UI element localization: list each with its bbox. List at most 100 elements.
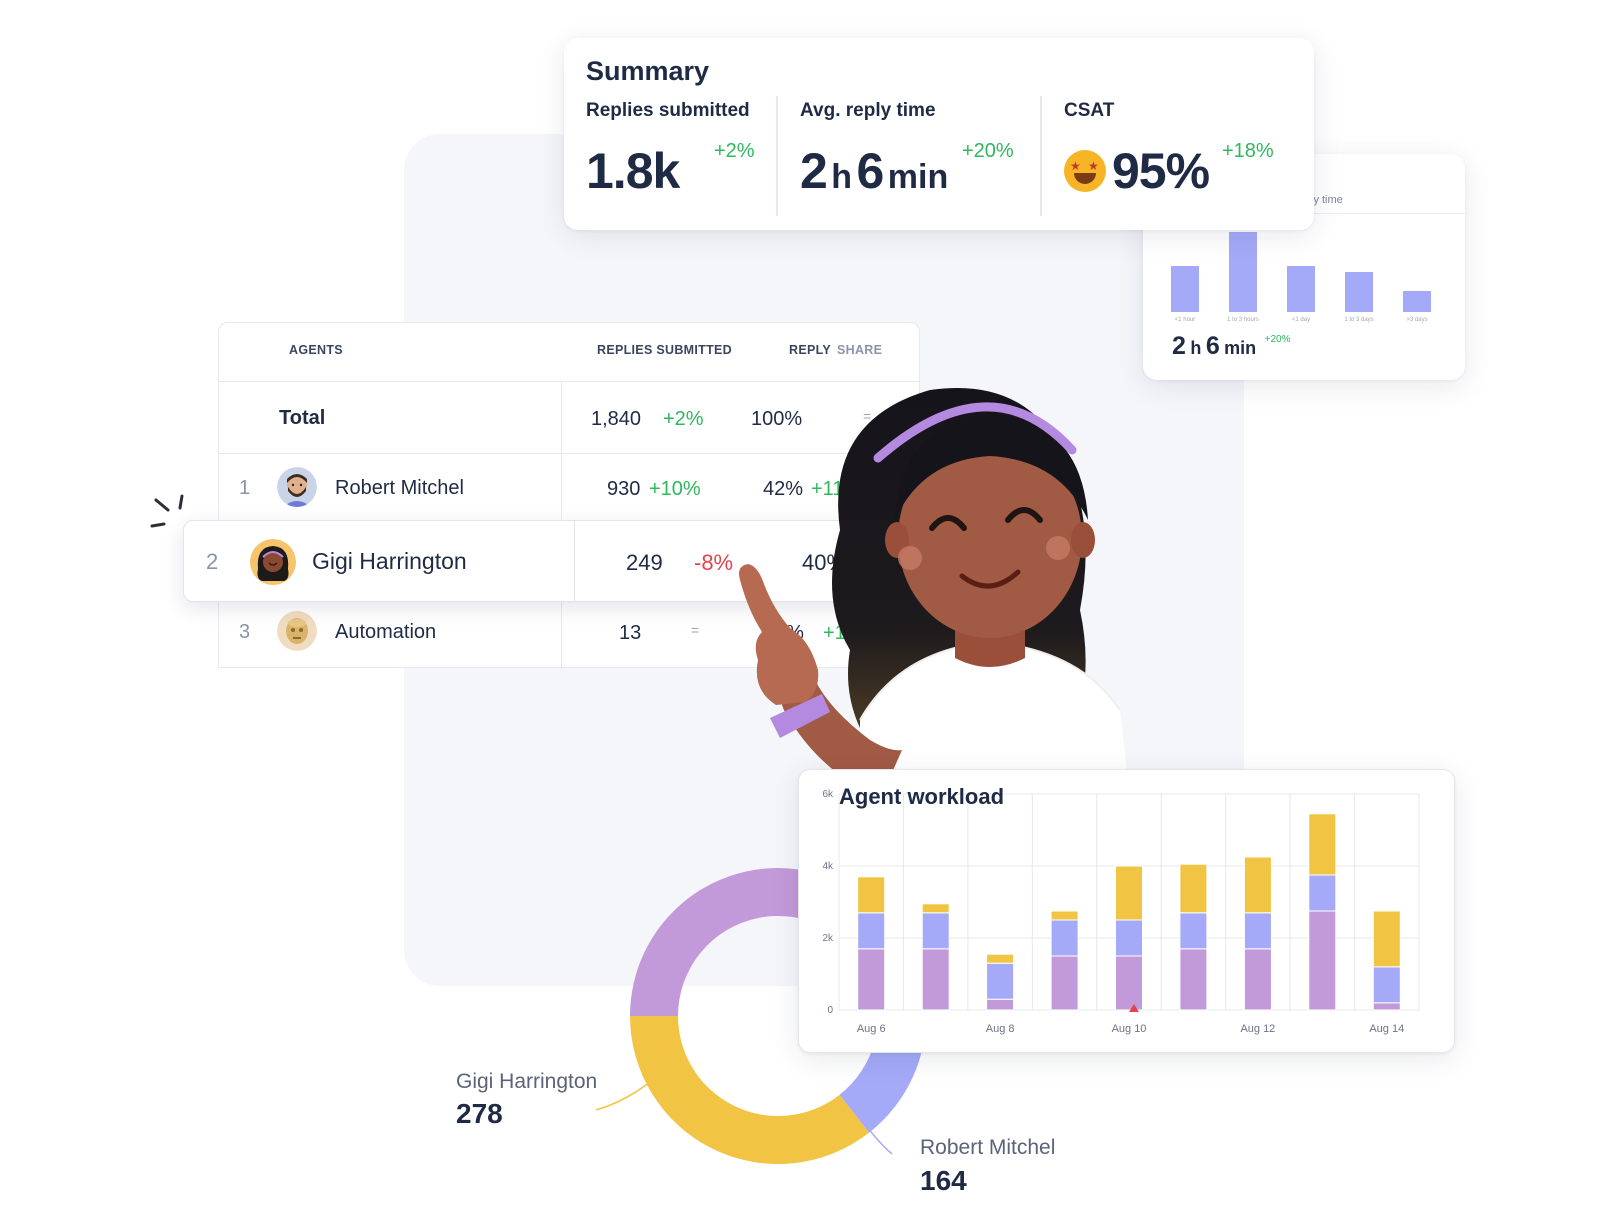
total-label: Total bbox=[279, 407, 326, 429]
reply-time-tick-label: >3 days bbox=[1406, 317, 1428, 323]
table-row-highlighted[interactable]: 2 Gigi Harrington 249 -8% 40% bbox=[183, 520, 853, 602]
robot-avatar bbox=[277, 611, 317, 651]
reply-time-minutes-unit: min bbox=[1224, 338, 1257, 358]
workload-bar-segment bbox=[857, 912, 886, 950]
reply-time-minutes: 6 bbox=[1205, 332, 1220, 360]
workload-bar-segment bbox=[986, 962, 1015, 1000]
summary-title: Summary bbox=[586, 56, 710, 86]
metric-label: Replies submitted bbox=[586, 100, 750, 121]
workload-bar-segment bbox=[986, 998, 1015, 1011]
reply-time-hours: 2 bbox=[1172, 332, 1186, 360]
workload-bar-segment bbox=[1179, 863, 1208, 914]
metric-avg-reply-time: Avg. reply time 2 h 6 min +20% bbox=[776, 96, 1040, 216]
row-rank: 1 bbox=[239, 477, 251, 499]
x-tick-label: Aug 8 bbox=[986, 1023, 1015, 1035]
total-share: 100% bbox=[751, 408, 803, 430]
agent-character-illustration bbox=[739, 387, 1130, 800]
workload-bar-segment bbox=[1179, 948, 1208, 1011]
donut-value-robert: 164 bbox=[920, 1165, 967, 1196]
column-divider bbox=[574, 521, 575, 601]
workload-bar-segment bbox=[1372, 910, 1401, 968]
reply-time-bar bbox=[1287, 266, 1315, 312]
workload-bar-segment bbox=[1308, 813, 1337, 876]
reply-time-bar bbox=[1403, 291, 1431, 312]
workload-bar-segment bbox=[1115, 865, 1143, 921]
workload-bar-segment bbox=[857, 948, 886, 1011]
metric-delta: +2% bbox=[714, 140, 755, 162]
workload-bar-segment bbox=[1050, 919, 1079, 957]
donut-segment bbox=[630, 1016, 870, 1165]
row-agent-name: Robert Mitchel bbox=[335, 477, 464, 499]
y-tick-label: 2k bbox=[822, 933, 834, 944]
workload-bar-segment bbox=[921, 912, 950, 950]
reply-time-tick-label: 1 to 3 hours bbox=[1227, 317, 1259, 323]
workload-bar-segment bbox=[1050, 955, 1079, 1011]
row-replies: 930 bbox=[607, 478, 641, 500]
reply-time-value: 2 h 6 min +20% bbox=[1172, 332, 1291, 361]
row-share-delta: +11 bbox=[811, 478, 844, 500]
row-agent-name: Gigi Harrington bbox=[312, 548, 467, 574]
reply-time-card-header: ly time bbox=[1311, 194, 1343, 206]
sparkle-icon bbox=[150, 494, 184, 528]
workload-bar-segment bbox=[1115, 919, 1143, 957]
metric-value-minutes: 6 bbox=[856, 143, 885, 199]
header-share[interactable]: SHARE bbox=[837, 343, 883, 357]
reply-time-tick-label: <1 day bbox=[1291, 317, 1311, 323]
reply-time-bar bbox=[1171, 266, 1199, 312]
header-replies-submitted[interactable]: REPLIES SUBMITTED bbox=[597, 343, 732, 357]
row-replies-delta: = bbox=[691, 622, 700, 638]
reply-time-tick-label: 1 to 3 days bbox=[1344, 317, 1374, 323]
workload-bar-segment bbox=[1115, 955, 1143, 1011]
metric-label: CSAT bbox=[1064, 100, 1115, 121]
metric-label: Avg. reply time bbox=[800, 100, 936, 121]
star-struck-emoji-icon: ★ ★ bbox=[1064, 150, 1106, 192]
leader-line bbox=[863, 1121, 893, 1155]
donut-label-robert: Robert Mitchel bbox=[920, 1136, 1056, 1159]
metric-value: 1.8k bbox=[586, 143, 680, 199]
row-replies: 249 bbox=[626, 550, 663, 575]
row-replies-delta: -8% bbox=[694, 550, 734, 575]
y-tick-label: 0 bbox=[827, 1005, 833, 1016]
donut-label-gigi: Gigi Harrington bbox=[456, 1070, 598, 1093]
row-share: 42% bbox=[763, 478, 804, 500]
metric-csat: CSAT ★ ★ 95% +18% bbox=[1040, 96, 1290, 216]
workload-bar-segment bbox=[857, 876, 886, 914]
marker-icon bbox=[1129, 1004, 1139, 1012]
row-divider bbox=[219, 453, 919, 454]
total-replies: 1,840 bbox=[591, 408, 642, 430]
y-tick-label: 4k bbox=[822, 861, 834, 872]
robert-avatar bbox=[277, 467, 317, 507]
reply-time-bar bbox=[1229, 232, 1257, 312]
agents-table: AGENTS REPLIES SUBMITTED REPLY SHARE Tot… bbox=[218, 322, 920, 669]
metric-replies-submitted: Replies submitted 1.8k +2% bbox=[586, 96, 776, 216]
metric-unit-minutes: min bbox=[887, 158, 949, 196]
row-rank: 2 bbox=[206, 549, 219, 574]
row-agent-name: Automation bbox=[335, 621, 437, 643]
metric-delta: +18% bbox=[1222, 140, 1274, 162]
summary-card: Summary Replies submitted 1.8k +2% Avg. … bbox=[564, 38, 1314, 230]
gigi-avatar bbox=[250, 539, 296, 585]
x-tick-label: Aug 12 bbox=[1240, 1023, 1275, 1035]
row-replies: 13 bbox=[619, 622, 642, 644]
agent-workload-chart: 0 2k 4k 6k Aug 6 Aug 8 Aug 10 Aug 12 Aug 14 bbox=[822, 789, 1420, 1035]
total-share-delta: = bbox=[863, 408, 872, 424]
workload-bar-segment bbox=[1050, 910, 1079, 921]
header-agents[interactable]: AGENTS bbox=[289, 343, 343, 357]
workload-bar-segment bbox=[1179, 912, 1208, 950]
workload-title: Agent workload bbox=[839, 784, 1005, 809]
workload-bar-segment bbox=[1372, 966, 1401, 1004]
workload-bar-segment bbox=[921, 948, 950, 1011]
row-replies-delta: +10% bbox=[649, 478, 701, 500]
workload-bar-segment bbox=[1372, 1002, 1401, 1011]
donut-value-gigi: 278 bbox=[456, 1098, 503, 1129]
workload-bar-segment bbox=[1308, 910, 1337, 1011]
x-tick-label: Aug 6 bbox=[857, 1023, 886, 1035]
reply-time-hours-unit: h bbox=[1190, 338, 1202, 358]
reply-time-tick-label: <1 hour bbox=[1174, 317, 1196, 323]
workload-bar-segment bbox=[1308, 874, 1337, 912]
workload-bar-segment bbox=[1243, 912, 1272, 950]
agent-workload-card: 0 2k 4k 6k Aug 6 Aug 8 Aug 10 Aug 12 Aug 14 Age… bbox=[798, 769, 1455, 1053]
header-reply[interactable]: REPLY bbox=[789, 343, 832, 357]
metric-unit-hours: h bbox=[831, 158, 853, 196]
metric-value: 95% bbox=[1112, 143, 1210, 199]
